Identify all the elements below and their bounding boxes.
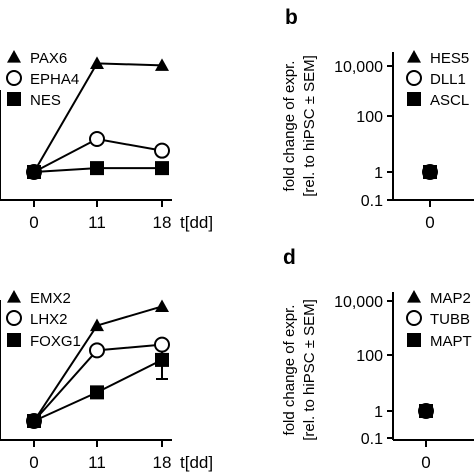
legend-marker-foxg1 (7, 333, 21, 347)
data-point-epha4 (89, 131, 105, 148)
legend-marker-mapt (407, 333, 421, 347)
data-point-nes (27, 165, 41, 179)
x-tick-label: 0 (425, 213, 434, 232)
y-ticks: 10,000 100 1 0.1 (334, 294, 393, 448)
legend-marker-dll1 (406, 70, 422, 86)
x-tick-label: 11 (88, 453, 106, 472)
data-point-nes (90, 161, 104, 176)
x-unit-label: t[dd] (180, 453, 213, 472)
y-axis-label-line2: [rel. to hiPSC ± SEM] (301, 55, 318, 197)
x-tick-label: 0 (29, 213, 38, 232)
y-axis-label-line1: fold change of expr. (281, 61, 298, 192)
legend-marker-epha4 (6, 70, 22, 86)
y-tick-label: 10,000 (334, 59, 383, 76)
data-point-pax6 (90, 56, 104, 69)
data-point-nes (155, 161, 169, 176)
y-tick-label: 1 (374, 404, 383, 421)
legend-label: ASCL (430, 92, 469, 109)
x-tick-label: 18 (153, 453, 172, 472)
legend-marker-pax6 (7, 50, 21, 63)
legend-marker-nes (7, 92, 21, 106)
legend-label: NES (30, 92, 61, 109)
legend-marker-hes5 (407, 50, 421, 63)
data-point-pax6 (155, 58, 169, 71)
y-tick-label: 0.1 (361, 431, 383, 448)
legend: EMX2 LHX2 FOXG1 (6, 290, 81, 350)
data-point-foxg1 (27, 414, 41, 428)
legend-marker-ascl (407, 92, 421, 106)
legend-label: FOXG1 (30, 333, 81, 350)
data-point-mapt (419, 404, 433, 418)
x-ticks: 0 (421, 440, 431, 472)
legend: MAP2 TUBB MAPT (406, 290, 472, 350)
panel-top-left: 0 11 18 PAX6 EPHA4 NES t[dd] (0, 50, 213, 232)
y-axis-label-line1: fold change of expr. (281, 305, 298, 436)
panel-d: d fold change of expr. [rel. to hiPSC ± … (281, 246, 474, 472)
data-point-lhx2 (89, 342, 105, 359)
series-markers (26, 299, 170, 429)
series-markers (422, 164, 438, 180)
x-tick-label: 11 (88, 213, 106, 232)
legend-label: TUBB (430, 311, 470, 328)
series-markers (26, 56, 170, 180)
x-ticks: 0 11 18 (29, 440, 171, 472)
legend: HES5 DLL1 ASCL (406, 50, 469, 109)
legend-marker-tubb (406, 310, 422, 326)
x-tick-label: 0 (29, 453, 38, 472)
legend-label: EPHA4 (30, 71, 79, 88)
legend-label: LHX2 (30, 311, 68, 328)
data-point-ascl (423, 165, 437, 179)
legend-label: MAPT (430, 333, 472, 350)
y-tick-label: 100 (356, 348, 383, 365)
y-tick-label: 10,000 (334, 294, 383, 311)
y-tick-label: 100 (356, 109, 383, 126)
legend-marker-map2 (407, 290, 421, 303)
legend-label: PAX6 (30, 50, 67, 67)
data-point-emx2 (155, 299, 169, 313)
legend-marker-lhx2 (6, 310, 22, 326)
legend-label: HES5 (430, 50, 469, 67)
x-ticks: 0 11 18 (29, 200, 171, 232)
panel-bottom-left: 0 11 18 EMX2 LHX2 FOXG1 t[dd] (0, 290, 213, 472)
x-unit-label: t[dd] (180, 213, 213, 232)
data-point-foxg1 (90, 385, 104, 400)
y-axis-label-line2: [rel. to hiPSC ± SEM] (301, 299, 318, 441)
panel-b: b fold change of expr. [rel. to hiPSC ± … (281, 6, 474, 232)
x-tick-label: 0 (421, 453, 430, 472)
legend-label: DLL1 (430, 71, 466, 88)
data-point-foxg1 (155, 352, 169, 367)
x-tick-label: 18 (153, 213, 172, 232)
series-markers (418, 403, 434, 419)
legend-label: MAP2 (430, 290, 471, 307)
legend: PAX6 EPHA4 NES (6, 50, 79, 109)
legend-marker-emx2 (7, 290, 21, 303)
data-point-lhx2 (154, 336, 170, 353)
legend-label: EMX2 (30, 290, 71, 307)
y-tick-label: 0.1 (361, 193, 383, 210)
panel-letter: d (283, 246, 296, 269)
data-point-epha4 (154, 142, 170, 159)
y-ticks: 10,000 100 1 0.1 (334, 59, 393, 210)
data-point-emx2 (90, 318, 104, 332)
y-tick-label: 1 (374, 165, 383, 182)
x-ticks: 0 (425, 200, 435, 232)
panel-letter: b (285, 6, 298, 29)
